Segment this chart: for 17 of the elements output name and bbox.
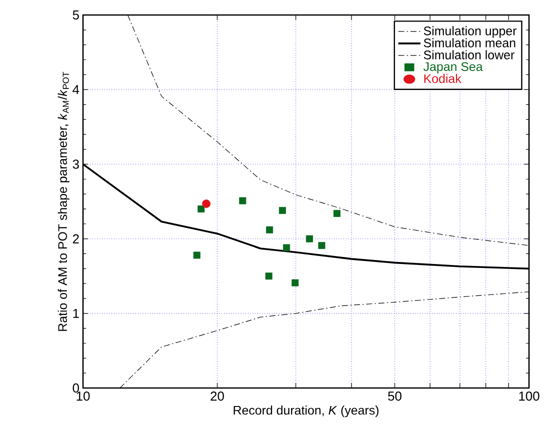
legend-label: Kodiak xyxy=(424,74,462,84)
legend-label: Japan Sea xyxy=(423,62,483,74)
legend-label: Simulation upper xyxy=(424,26,516,38)
x-tick-label: 10 xyxy=(76,392,90,401)
x-axis-title: Record duration, K (years) xyxy=(234,406,378,418)
x-tick-label: 20 xyxy=(210,392,224,401)
y-tick-label: 1 xyxy=(73,308,79,318)
legend-label: Simulation lower xyxy=(424,50,514,60)
y-tick-label: 4 xyxy=(72,85,80,94)
x-tick-label: 100 xyxy=(519,392,540,401)
legend-label: Simulation mean xyxy=(424,38,516,48)
y-tick-label: 0 xyxy=(72,383,79,393)
y-axis-title: Ratio of AM to POT shape parameter, k$_{AM}$/k$_{POT}$ xyxy=(58,72,70,331)
x-tick-label: 50 xyxy=(388,392,402,401)
y-tick-label: 3 xyxy=(72,160,79,169)
y-tick-label: 5 xyxy=(72,10,79,20)
y-tick-label: 2 xyxy=(72,234,79,244)
